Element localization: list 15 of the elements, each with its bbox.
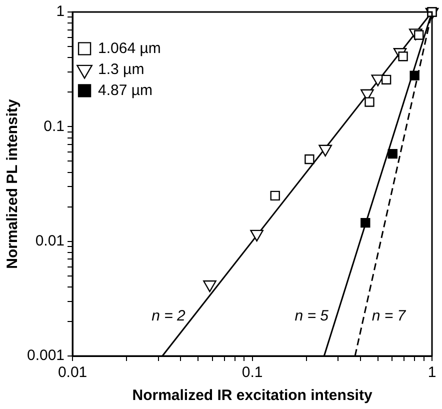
x-axis-title: Normalized IR excitation intensity [132,387,373,404]
series-label: n = 2 [152,308,186,325]
legend-label: 1.064 µm [98,40,161,57]
series-label: n = 5 [294,308,330,325]
x-tick-label: 0.1 [242,364,263,382]
x-tick-label: 1 [428,364,436,382]
y-tick-label: 0.01 [35,232,65,250]
y-tick-label: 0.001 [26,347,65,364]
y-axis-title: Normalized PL intensity [4,98,22,269]
series-label: n = 7 [372,308,406,325]
legend-label: 4.87 µm [98,82,153,99]
x-tick-label: 0.01 [58,364,88,382]
y-tick-label: 1 [56,3,65,20]
y-tick-label: 0.1 [44,118,65,135]
legend-label: 1.3 µm [98,60,144,78]
